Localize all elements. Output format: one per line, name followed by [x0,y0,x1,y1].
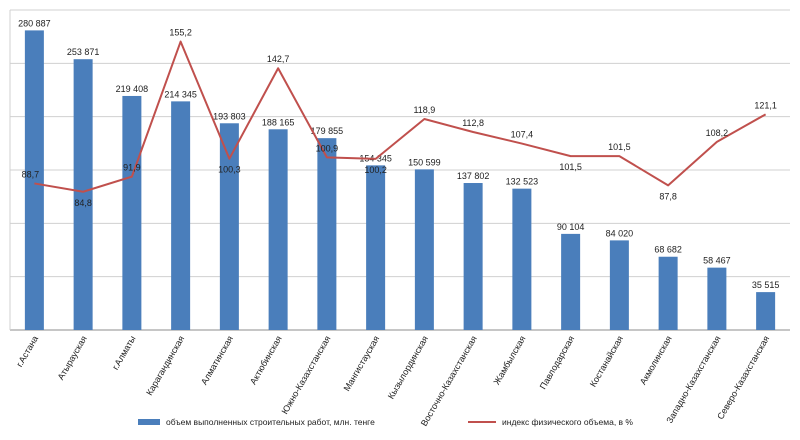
bar-value-label: 132 523 [506,177,539,187]
line-data-labels: 88,7 84,8 91,9 155,2 100,3 142,7 100,9 100,2 118… [22,28,777,208]
legend-line-label: индекс физического объема, в % [502,417,633,427]
bar [512,188,532,330]
x-tick-label: г.Алматы [110,334,137,372]
line-value-label: 108,2 [706,128,729,138]
line-value-label: 91,9 [123,163,141,173]
bar [561,233,581,330]
bar-value-label: 68 682 [654,245,682,255]
bar-data-labels: 280 887 253 871 219 408 214 345 193 803 188 1… [18,18,779,290]
line-value-label: 87,8 [659,191,677,201]
x-axis: г.Астана Атырауская г.Алматы Карагандинская… [14,334,771,428]
x-tick-label: Алматинская [199,334,235,387]
bar-value-label: 90 104 [557,222,585,232]
line-value-label: 101,5 [608,142,631,152]
line-path [34,40,767,193]
x-tick-label: Акмолинская [638,334,674,386]
legend-bar-label: объем выполненных строительных работ, мл… [166,417,375,427]
bar-value-label: 188 165 [262,117,295,127]
bar [707,267,727,330]
x-tick-label: Атырауская [56,334,89,382]
bar-value-label: 84 020 [606,228,634,238]
legend-bar-swatch [138,419,160,425]
x-tick-label: Костанайская [588,334,625,389]
x-tick-label: Карагандинская [144,334,186,397]
legend: объем выполненных строительных работ, мл… [138,417,633,427]
line-value-label: 112,8 [462,118,484,128]
bar [609,240,629,330]
bar-value-label: 280 887 [18,18,51,28]
bar [658,256,678,330]
bar [414,169,434,330]
x-tick-label: Западно-Казахстанская [664,334,722,425]
line-series [34,40,767,193]
bar-value-label: 219 408 [116,84,149,94]
bar-value-label: 193 803 [213,111,246,121]
bar [219,123,239,331]
bar-value-label: 150 599 [408,157,441,167]
x-tick-label: Северо-Казахстанская [715,334,771,421]
bar [756,292,776,330]
line-value-label: 88,7 [22,169,40,179]
bar-series [24,30,776,331]
x-tick-label: Мангистауская [342,334,382,393]
x-tick-label: Жамбылская [491,334,527,387]
bar-value-label: 137 802 [457,171,490,181]
bar [122,95,142,330]
line-value-label: 142,7 [267,54,290,64]
x-tick-label: Кызылординская [386,334,430,401]
line-value-label: 100,2 [364,165,387,175]
bar [24,30,44,330]
bar-value-label: 179 855 [311,126,344,136]
bar-value-label: 253 871 [67,47,100,57]
line-value-label: 155,2 [169,28,192,38]
bar [317,138,337,330]
x-tick-label: Южно-Казахстанская [280,334,333,416]
x-tick-label: г.Астана [14,334,40,369]
bar [463,183,483,330]
line-value-label: 100,9 [316,143,339,153]
bar [73,59,93,331]
bar-value-label: 35 515 [752,280,780,290]
line-value-label: 107,4 [511,130,534,140]
line-value-label: 84,8 [74,198,92,208]
x-tick-label: Восточно-Казахстанская [419,334,479,428]
line-value-label: 118,9 [413,105,435,115]
x-tick-label: Актюбинская [248,334,284,386]
line-value-label: 121,1 [754,100,777,110]
bar-value-label: 214 345 [164,89,197,99]
bar [171,101,191,331]
bar [366,165,386,330]
x-tick-label: Павлодарская [538,334,577,391]
line-value-label: 100,3 [218,165,241,175]
line-value-label: 101,5 [559,162,582,172]
bar-value-label: 58 467 [703,256,731,266]
bar [268,129,288,330]
